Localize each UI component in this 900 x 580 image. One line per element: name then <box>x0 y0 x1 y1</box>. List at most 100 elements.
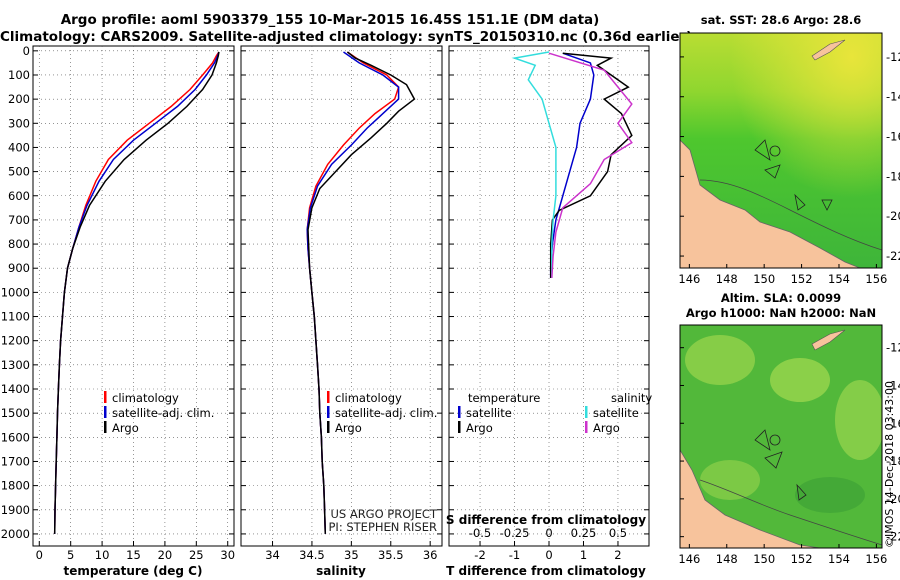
legend-s-argo-swatch <box>585 421 588 433</box>
difference-legend: temperature satellite Argo salinity sate… <box>458 391 652 435</box>
sst-reef-ring <box>769 145 781 157</box>
sla-reef-outlines <box>754 429 807 501</box>
legend-satellite: satellite-adj. clim. <box>335 406 437 420</box>
sst-island-land <box>811 39 846 61</box>
map-lat-label: -20 <box>886 492 900 506</box>
legend-temperature-title: temperature <box>468 391 540 405</box>
map-lat-label: -22 <box>886 530 900 544</box>
map-lat-label: -14 <box>886 378 900 392</box>
sla-low-patch <box>795 477 865 513</box>
map-lat-label: -22 <box>886 249 900 263</box>
sla-island-land <box>811 329 846 351</box>
legend-argo: Argo <box>112 421 139 435</box>
x-tick-label: 25 <box>189 548 204 562</box>
sla-map-frame <box>679 324 883 549</box>
depth-tick-label: 200 <box>8 92 30 106</box>
depth-tick-label: 1800 <box>1 479 30 493</box>
legend-t-satellite: satellite <box>466 406 512 420</box>
legend-s-satellite: satellite <box>593 406 639 420</box>
series-line-argo <box>53 51 220 534</box>
sla-high-patch <box>700 460 760 500</box>
series-line-s-argo <box>548 52 633 278</box>
x-tick-label: 20 <box>158 548 173 562</box>
map-lat-label: -16 <box>886 416 900 430</box>
depth-tick-label: 1600 <box>1 430 30 444</box>
legend-t-satellite-swatch <box>458 406 461 418</box>
legend-argo-swatch <box>104 421 107 433</box>
depth-tick-label: 0 <box>23 44 30 58</box>
credit-project: US ARGO PROJECT <box>330 507 438 521</box>
legend-satellite-swatch <box>104 406 107 418</box>
series-line-s-satellite <box>511 51 557 278</box>
credit-pi: PI: STEPHEN RISER <box>329 520 438 534</box>
x-tick-label: 35.5 <box>378 548 404 562</box>
x-tick-label: 35 <box>344 548 359 562</box>
depth-tick-label: 1900 <box>1 503 30 517</box>
legend-satellite-swatch <box>327 406 330 418</box>
map-lat-label: -20 <box>886 209 900 223</box>
salinity-panel: 34 34.5 35 35.5 36 salinity climatology sate… <box>240 45 443 578</box>
map-lon-label: 154 <box>828 552 850 566</box>
sla-coast-land <box>680 449 821 548</box>
sst-coast-land <box>680 139 861 268</box>
map-lon-label: 156 <box>865 552 887 566</box>
x-tick-label: 15 <box>126 548 141 562</box>
t-diff-label: T difference from climatology <box>446 564 646 578</box>
depth-tick-label: 700 <box>8 213 30 227</box>
imos-stamp: ©IMOS 14-Dec-2018 03:43:00 <box>883 381 896 548</box>
s-diff-tick-label: -0.25 <box>500 526 530 540</box>
salinity-legend: climatology satellite-adj. clim. Argo <box>327 391 437 435</box>
legend-t-argo: Argo <box>466 421 493 435</box>
depth-tick-label: 1200 <box>1 334 30 348</box>
legend-s-argo: Argo <box>593 421 620 435</box>
map-lon-label: 150 <box>753 552 775 566</box>
map-lat-label: -12 <box>886 341 900 355</box>
sla-depth-contour <box>699 479 882 546</box>
depth-tick-label: 800 <box>8 237 30 251</box>
x-tick-label: 10 <box>95 548 110 562</box>
series-line-argo <box>307 51 416 534</box>
temperature-legend: climatology satellite-adj. clim. Argo <box>104 391 214 435</box>
salinity-frame <box>240 45 443 547</box>
sla-map-title-1: Altim. SLA: 0.0099 <box>721 291 841 305</box>
sst-map-title: sat. SST: 28.6 Argo: 28.6 <box>701 13 861 27</box>
x-tick-label: 2 <box>614 548 621 562</box>
legend-climatology-swatch <box>327 391 330 403</box>
legend-s-satellite-swatch <box>585 406 588 418</box>
depth-tick-label: 300 <box>8 116 30 130</box>
sla-map-title-2: Argo h1000: NaN h2000: NaN <box>686 306 876 320</box>
depth-tick-label: 1100 <box>1 310 30 324</box>
legend-t-argo-swatch <box>458 421 461 433</box>
sst-map-frame <box>679 32 883 269</box>
x-tick-label: 36 <box>423 548 438 562</box>
s-diff-label: S difference from climatology <box>446 513 646 527</box>
depth-tick-label: 600 <box>8 189 30 203</box>
x-tick-label: 1 <box>580 548 587 562</box>
legend-climatology-swatch <box>104 391 107 403</box>
depth-tick-label: 1000 <box>1 285 30 299</box>
sla-reef-ring <box>769 434 781 446</box>
s-diff-tick-label: 0.5 <box>609 526 627 540</box>
x-tick-label: 5 <box>67 548 74 562</box>
sla-high-patch <box>835 380 882 460</box>
sst-depth-contour <box>699 179 882 251</box>
map-lon-label: 148 <box>716 272 738 286</box>
depth-tick-label: 900 <box>8 261 30 275</box>
depth-tick-label: 400 <box>8 140 30 154</box>
map-lat-label: -12 <box>886 50 900 64</box>
x-tick-label: -1 <box>509 548 520 562</box>
legend-argo: Argo <box>335 421 362 435</box>
sst-reef-outlines <box>754 139 833 211</box>
map-lon-label: 146 <box>678 272 700 286</box>
map-lon-label: 150 <box>753 272 775 286</box>
title-line-1: Argo profile: aoml 5903379_155 10-Mar-20… <box>60 12 600 28</box>
depth-tick-label: 1300 <box>1 358 30 372</box>
map-lon-label: 152 <box>791 552 813 566</box>
depth-tick-label: 500 <box>8 165 30 179</box>
map-lon-label: 154 <box>828 272 850 286</box>
legend-salinity-title: salinity <box>611 391 652 405</box>
map-lon-label: 146 <box>678 552 700 566</box>
map-lon-label: 152 <box>791 272 813 286</box>
map-lat-label: -14 <box>886 90 900 104</box>
